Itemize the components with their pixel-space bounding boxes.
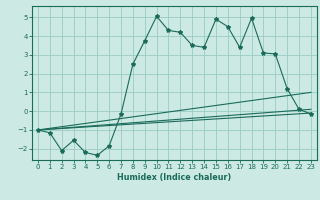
X-axis label: Humidex (Indice chaleur): Humidex (Indice chaleur) — [117, 173, 232, 182]
